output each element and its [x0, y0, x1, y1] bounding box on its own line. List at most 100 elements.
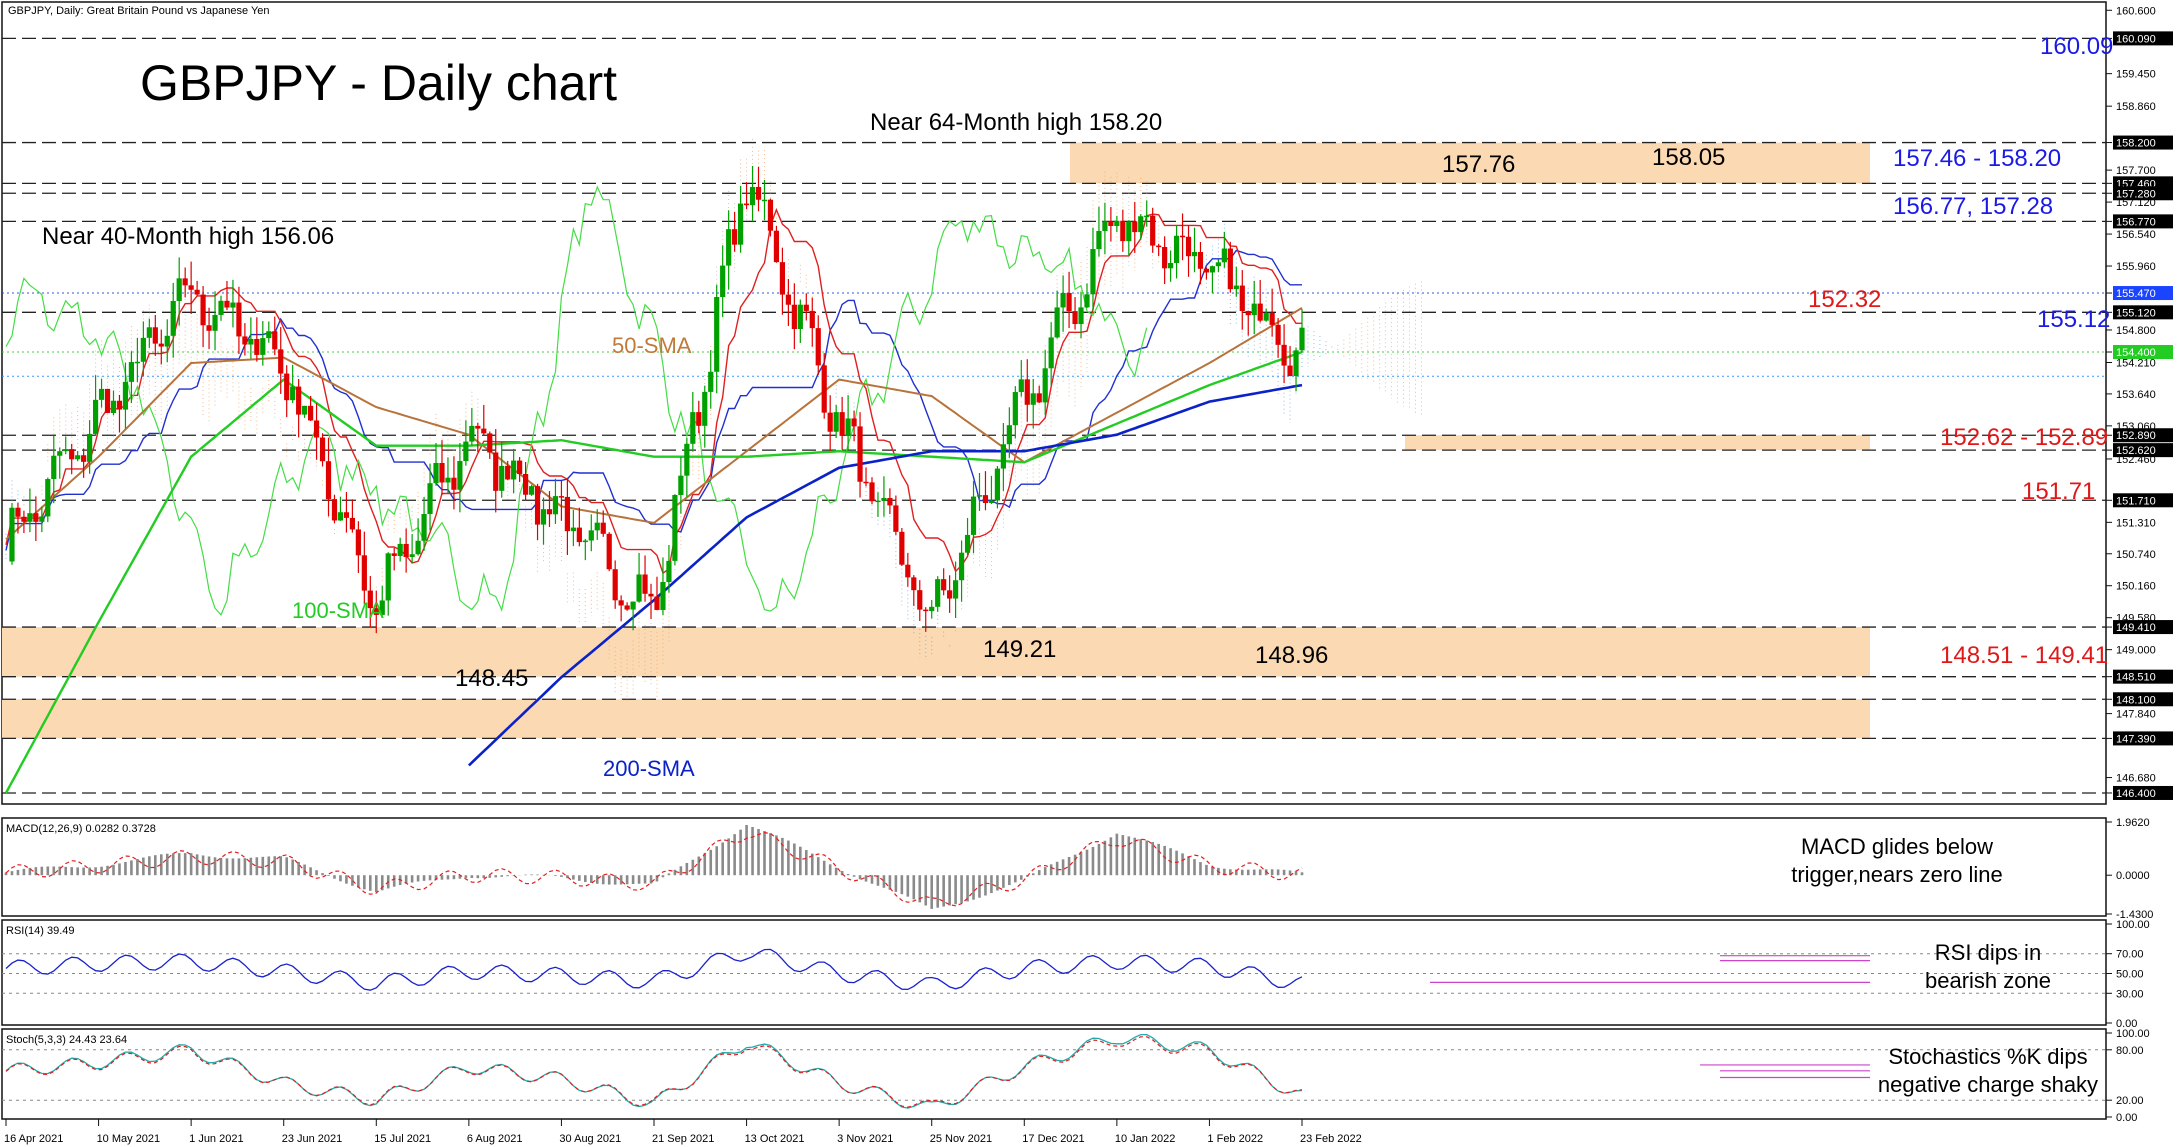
- candle-body: [200, 294, 206, 326]
- candle-body: [958, 552, 965, 581]
- candle-body: [666, 560, 672, 583]
- candle-body: [726, 229, 732, 266]
- candle-body: [1287, 365, 1293, 377]
- candle-body: [923, 609, 929, 612]
- annotation-40-month-high: Near 40-Month high 156.06: [42, 223, 334, 250]
- candle-body: [606, 533, 612, 570]
- candle-body: [421, 513, 427, 541]
- candle-body: [1030, 393, 1036, 405]
- y-tick-label: 157.120: [2116, 197, 2156, 209]
- sma50-label: 50-SMA: [612, 333, 692, 358]
- sma200-label: 200-SMA: [603, 756, 695, 781]
- candle-body: [122, 381, 129, 410]
- candle-body: [469, 425, 475, 442]
- candle-body: [773, 230, 780, 263]
- y-tick-box: [2113, 214, 2173, 229]
- annotation-high-157-76: 157.76: [1442, 151, 1515, 178]
- y-tick-box: [2113, 443, 2173, 458]
- candle-body: [893, 505, 899, 532]
- candle-body: [1227, 248, 1233, 290]
- candle-body: [439, 462, 445, 483]
- candle-body: [493, 452, 499, 491]
- y-tick-label: 149.410: [2116, 622, 2156, 634]
- candle-body: [839, 412, 845, 436]
- rsi-y-label: 70.00: [2116, 949, 2144, 961]
- y-tick-label: 152.460: [2116, 454, 2156, 466]
- candle-body: [779, 262, 786, 295]
- y-tick-label: 147.840: [2116, 709, 2156, 721]
- candle-body: [427, 483, 433, 514]
- candle-body: [970, 496, 977, 535]
- candle-body: [1299, 327, 1305, 351]
- y-tick-box: [2113, 620, 2173, 635]
- candle-body: [27, 513, 33, 522]
- candle-body: [15, 507, 21, 517]
- candle-body: [290, 386, 296, 401]
- candle-body: [1120, 220, 1126, 242]
- candle-body: [875, 500, 881, 503]
- level-152-32: 152.32: [1808, 286, 1881, 313]
- stoch-label: Stoch(5,3,3) 24.43 23.64: [6, 1034, 127, 1046]
- tenkan-line: [5, 207, 1302, 575]
- candle-body: [33, 513, 39, 522]
- candle-body: [1096, 230, 1102, 250]
- candle-body: [630, 601, 636, 610]
- y-tick-label: 150.740: [2116, 549, 2156, 561]
- sma100-label: 100-SMA: [292, 598, 384, 623]
- candle-body: [905, 564, 911, 578]
- candle-body: [648, 593, 654, 597]
- candle-body: [851, 418, 857, 427]
- stoch-comment-1: Stochastics %K dips: [1888, 1044, 2087, 1069]
- x-tick-label: 25 Nov 2021: [930, 1133, 992, 1145]
- annotation-low-149-21: 149.21: [983, 636, 1056, 663]
- y-tick-box: [2113, 493, 2173, 508]
- y-tick-label: 148.100: [2116, 694, 2156, 706]
- candle-body: [1179, 235, 1186, 238]
- candle-body: [194, 289, 200, 295]
- rsi-panel-frame: [1, 919, 2107, 1026]
- candle-body: [206, 325, 212, 331]
- annotation-low-148-45: 148.45: [455, 665, 528, 692]
- rsi-y-label: 50.00: [2116, 969, 2144, 981]
- level-151-71: 151.71: [2022, 478, 2095, 505]
- candle-body: [391, 553, 397, 556]
- stoch-comment-2: negative charge shaky: [1878, 1072, 2098, 1097]
- stoch-y-label: 80.00: [2116, 1045, 2144, 1057]
- candle-body: [475, 425, 481, 429]
- x-tick-label: 30 Aug 2021: [559, 1133, 621, 1145]
- y-tick-label: 158.200: [2116, 138, 2156, 150]
- candle-body: [988, 500, 995, 503]
- candle-body: [1215, 262, 1221, 267]
- candle-body: [869, 482, 875, 502]
- candle-body: [558, 496, 565, 498]
- sma100-line: [4, 350, 1303, 794]
- candle-body: [953, 580, 959, 599]
- candle-body: [110, 400, 117, 413]
- y-tick-label: 154.800: [2116, 325, 2156, 337]
- stoch-y-label: 100.00: [2116, 1028, 2150, 1040]
- y-tick-label: 154.210: [2116, 357, 2156, 369]
- candle-body: [660, 582, 666, 610]
- candle-body: [182, 278, 188, 286]
- candle-body: [164, 335, 170, 347]
- candle-body: [463, 441, 469, 462]
- candle-body: [349, 517, 355, 530]
- candle-body: [672, 494, 678, 561]
- y-tick-label: 157.700: [2116, 165, 2156, 177]
- y-tick-label: 156.770: [2116, 216, 2156, 228]
- candle-body: [69, 449, 75, 460]
- candle-body: [81, 455, 87, 462]
- y-tick-label: 160.600: [2116, 5, 2156, 17]
- candle-body: [690, 412, 696, 444]
- macd-y-label: 0.0000: [2116, 870, 2150, 882]
- sma200-line: [468, 383, 1303, 767]
- stoch-y-label: 20.00: [2116, 1095, 2144, 1107]
- source-label: GBPJPY, Daily: Great Britain Pound vs Ja…: [8, 5, 270, 17]
- candle-body: [296, 386, 302, 415]
- candle-body: [45, 479, 51, 517]
- candle-body: [546, 509, 553, 515]
- candle-body: [1078, 307, 1084, 325]
- rsi-comment-1: RSI dips in: [1935, 940, 2041, 965]
- candle-body: [827, 412, 833, 432]
